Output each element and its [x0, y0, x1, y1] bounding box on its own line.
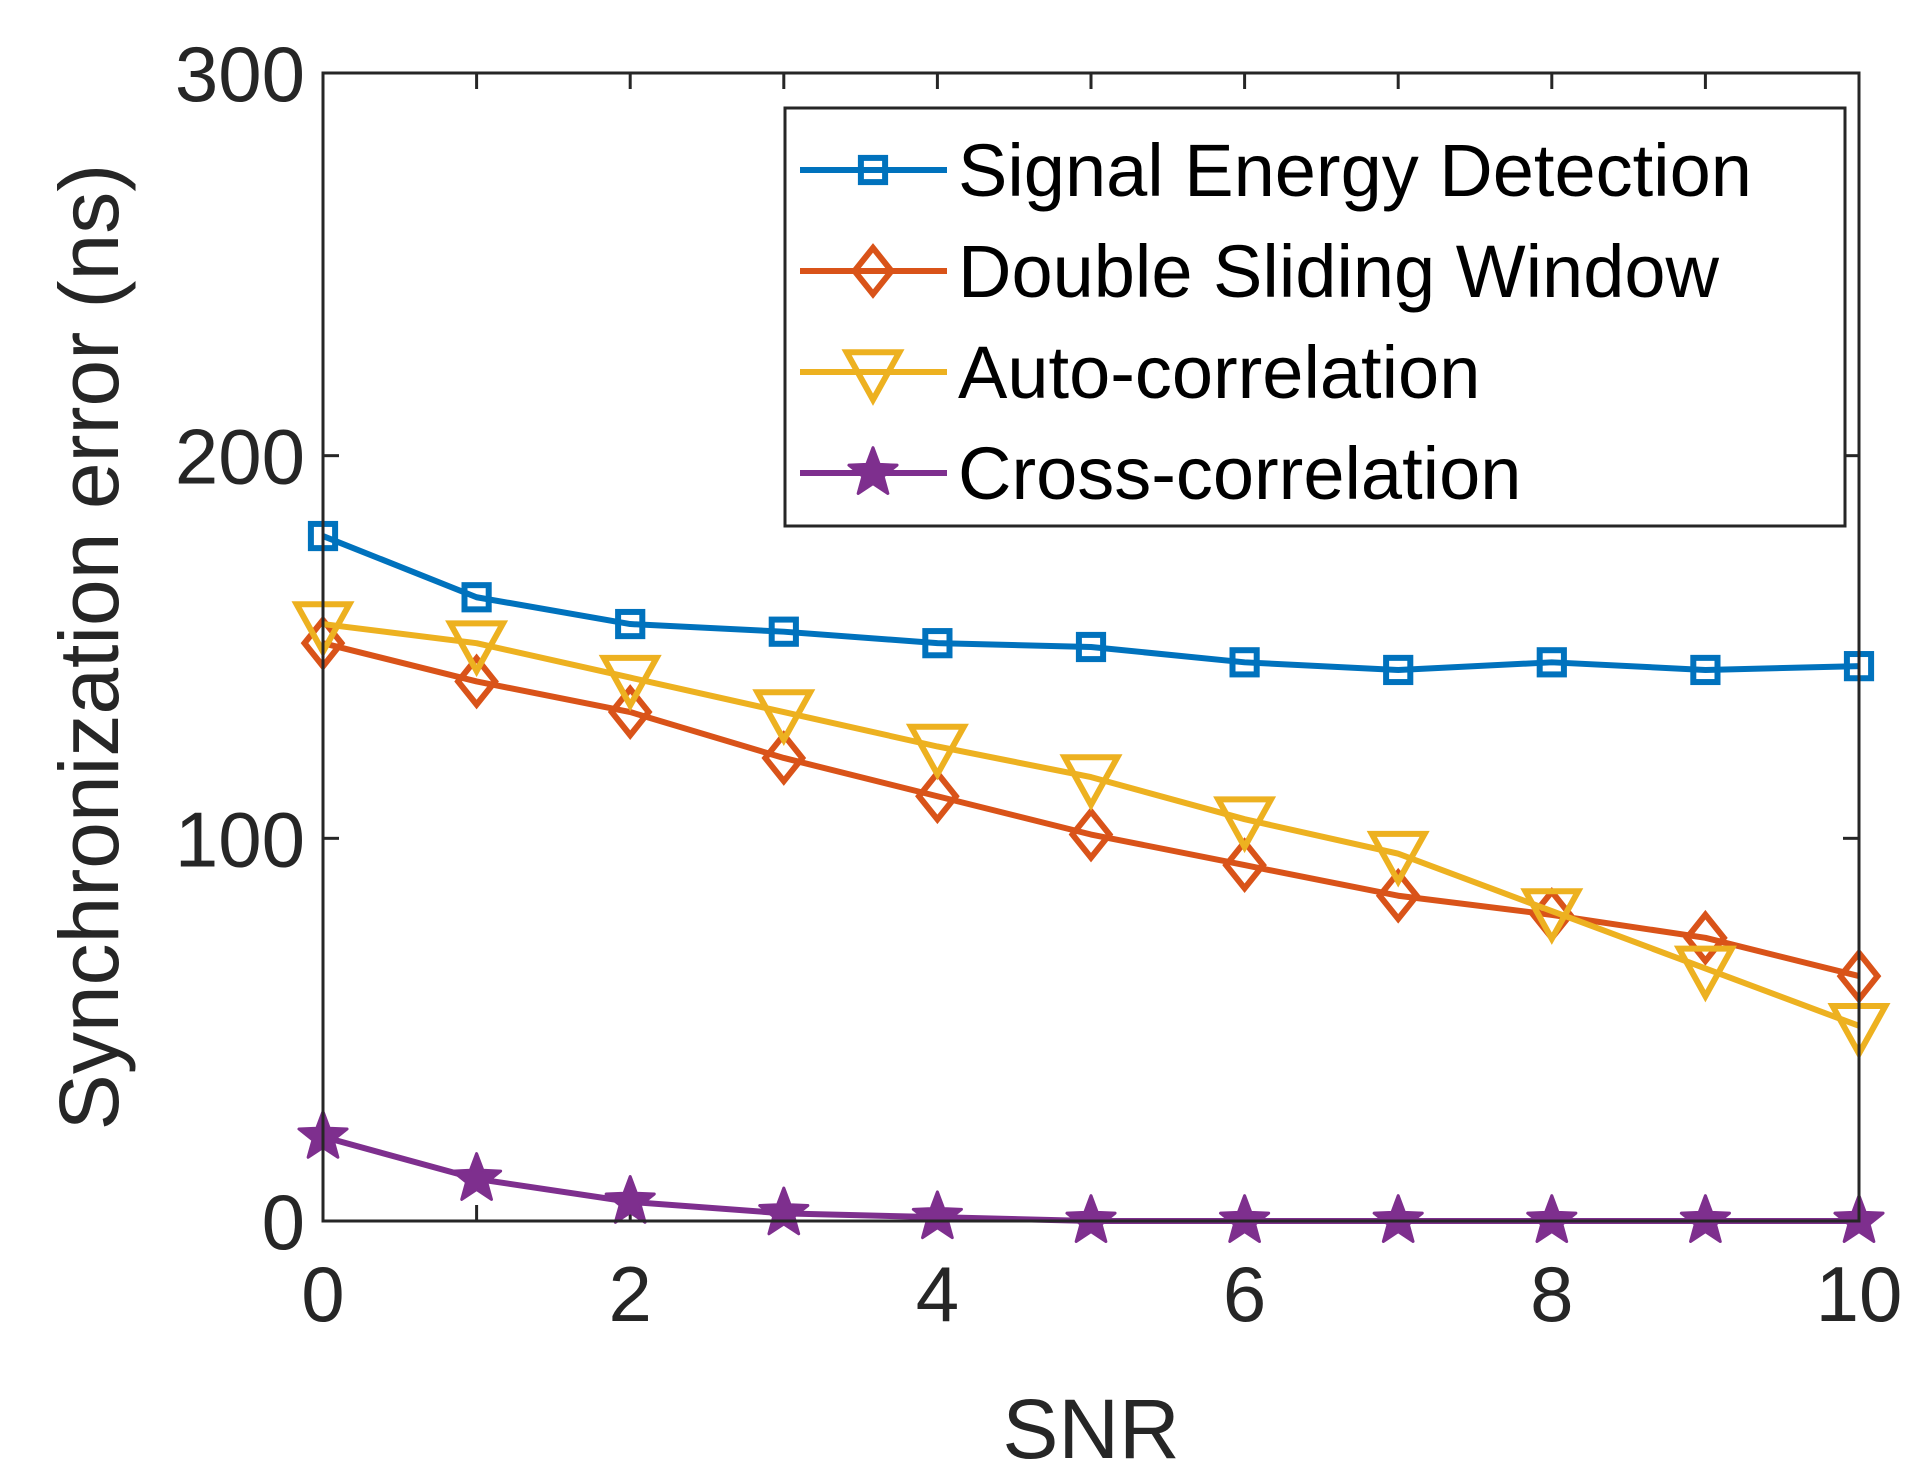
data-point: [1075, 631, 1107, 663]
data-point: [905, 723, 969, 781]
y-tick-labels: 0 100 200 300: [175, 30, 305, 1266]
series-line: [322, 640, 1860, 980]
axes-box: [321, 71, 1861, 1223]
data-point: [758, 1186, 810, 1236]
y-tick-label: 300: [175, 30, 305, 118]
data-point: [454, 653, 499, 710]
legend-marker: [847, 446, 899, 495]
x-tick-label: 6: [1223, 1250, 1266, 1338]
data-point: [1372, 1194, 1424, 1243]
data-point: [615, 608, 646, 640]
data-point: [1690, 654, 1721, 686]
legend-marker: [850, 243, 896, 299]
y-tick-label: 100: [175, 795, 305, 883]
legend-box: [783, 106, 1847, 528]
x-tick-label: 8: [1530, 1250, 1573, 1338]
legend-item: Auto-correlation: [800, 331, 1480, 414]
legend-marker: [841, 349, 905, 406]
data-point: [1383, 654, 1414, 686]
legend-item: Cross-correlation: [800, 432, 1521, 515]
data-point: [911, 1190, 963, 1240]
series-0: [307, 520, 1875, 686]
legend-label: Auto-correlation: [958, 331, 1480, 414]
x-tick-label: 0: [301, 1250, 344, 1338]
y-axis-label: Synchronization error (ns): [42, 164, 136, 1130]
data-point: [1375, 867, 1421, 924]
data-point: [1526, 1194, 1578, 1243]
x-axis-label: SNR: [1002, 1382, 1179, 1476]
data-point: [761, 730, 807, 786]
data-point: [1222, 837, 1267, 894]
data-point: [445, 620, 509, 678]
data-point: [1213, 796, 1277, 854]
series-line: [322, 621, 1861, 1029]
x-tick-label: 2: [609, 1250, 652, 1338]
data-point: [598, 654, 662, 712]
data-point: [1679, 1194, 1731, 1243]
series-2: [291, 601, 1891, 1060]
data-point: [922, 628, 953, 659]
data-point: [752, 689, 816, 746]
data-point: [607, 684, 653, 740]
data-point: [604, 1175, 656, 1224]
data-point: [1536, 647, 1567, 678]
x-tick-label: 4: [916, 1250, 959, 1338]
data-point: [1229, 647, 1260, 678]
data-point: [1683, 909, 1728, 966]
legend-item: Double Sliding Window: [800, 230, 1720, 313]
y-tick-label: 200: [175, 413, 305, 501]
data-point: [768, 616, 799, 647]
data-point: [1065, 1194, 1117, 1243]
data-point: [461, 582, 492, 613]
legend-item: Signal Energy Detection: [800, 129, 1752, 212]
data-point: [1059, 754, 1123, 812]
data-point: [1520, 888, 1584, 945]
data-point: [451, 1152, 503, 1201]
y-tick-label: 0: [262, 1178, 305, 1266]
data-point: [1673, 945, 1737, 1003]
series-line: [321, 533, 1860, 673]
legend-label: Cross-correlation: [958, 432, 1521, 515]
legend-marker: [857, 154, 889, 186]
legend-label: Signal Energy Detection: [958, 129, 1752, 212]
data-point: [1219, 1194, 1271, 1243]
x-tick-label: 10: [1816, 1250, 1903, 1338]
data-point: [915, 768, 960, 825]
legend-label: Double Sliding Window: [958, 230, 1720, 313]
legend: Signal Energy Detection Double Sliding Wi…: [783, 106, 1847, 528]
data-point: [1068, 806, 1114, 863]
x-tick-labels: 0 2 4 6 8 10: [301, 1250, 1902, 1338]
data-point: [1366, 830, 1430, 888]
